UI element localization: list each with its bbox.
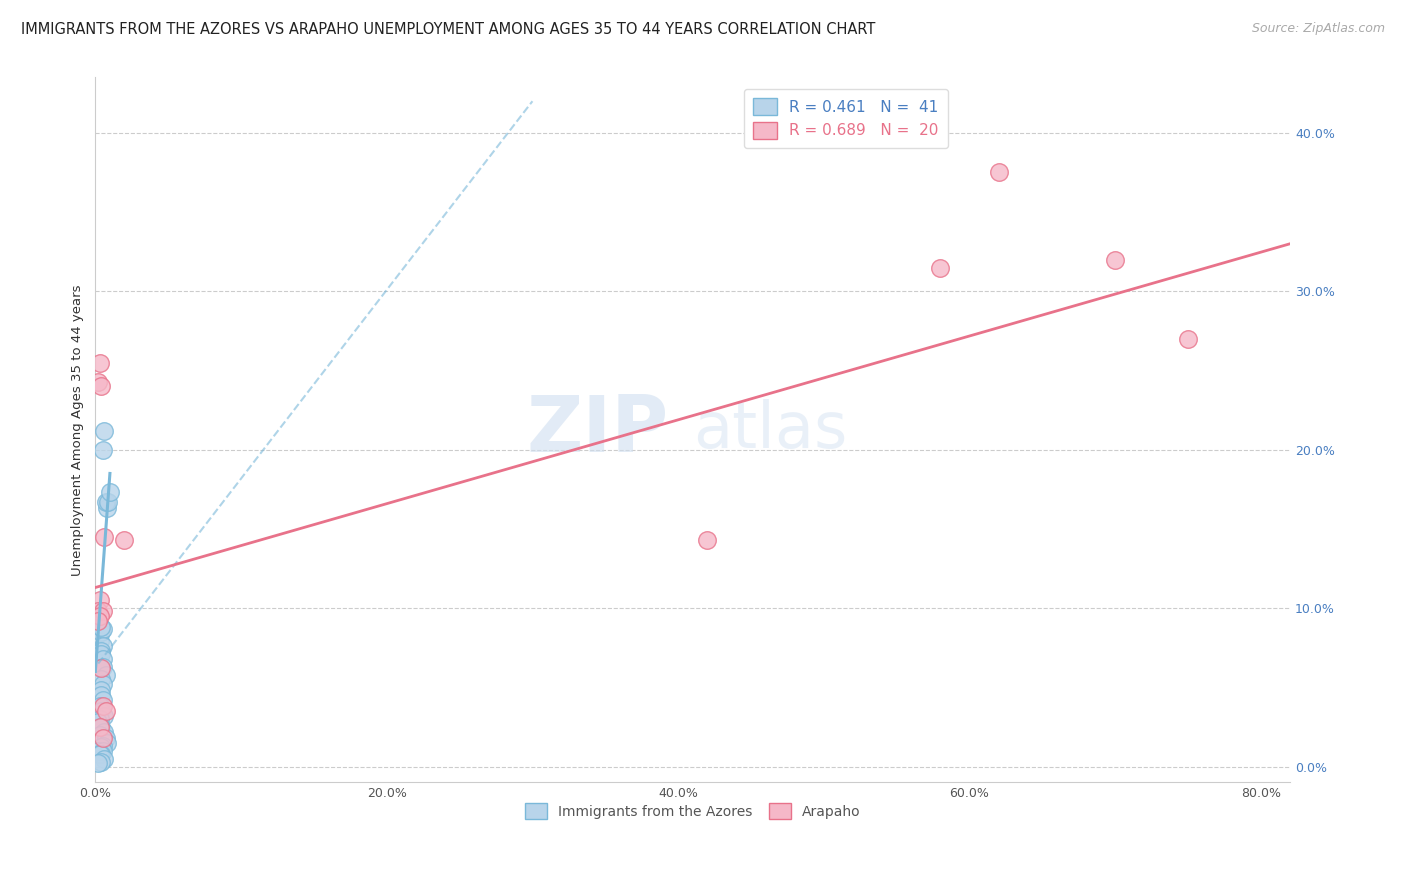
Point <box>87 614 110 628</box>
Point <box>93 530 115 544</box>
Point <box>91 744 114 758</box>
Point <box>96 501 118 516</box>
Point <box>87 715 110 730</box>
Point <box>94 667 117 681</box>
Point <box>89 699 111 714</box>
Point <box>89 355 111 369</box>
Point <box>91 731 114 745</box>
Point <box>1104 252 1126 267</box>
Point <box>114 533 136 547</box>
Point <box>89 720 111 734</box>
Point <box>929 260 952 275</box>
Point <box>98 485 121 500</box>
Point <box>90 683 112 698</box>
Point <box>90 688 112 702</box>
Point <box>696 533 718 547</box>
Point <box>90 740 112 755</box>
Point <box>91 677 114 691</box>
Point <box>91 604 114 618</box>
Point <box>94 704 117 718</box>
Point <box>90 704 112 718</box>
Point <box>90 755 112 769</box>
Point <box>97 495 120 509</box>
Point <box>94 495 117 509</box>
Point <box>93 751 115 765</box>
Point <box>91 693 114 707</box>
Point <box>87 756 110 771</box>
Point <box>90 620 112 634</box>
Point <box>87 744 110 758</box>
Point <box>93 708 115 723</box>
Point <box>91 442 114 457</box>
Point <box>87 375 110 389</box>
Point <box>93 424 115 438</box>
Point <box>91 622 114 636</box>
Point <box>89 728 111 742</box>
Text: ZIP: ZIP <box>526 392 669 468</box>
Point <box>90 661 112 675</box>
Y-axis label: Unemployment Among Ages 35 to 44 years: Unemployment Among Ages 35 to 44 years <box>72 285 84 575</box>
Point <box>94 731 117 745</box>
Point <box>96 736 118 750</box>
Text: atlas: atlas <box>693 399 846 461</box>
Point <box>91 699 114 714</box>
Point <box>987 165 1010 179</box>
Text: Source: ZipAtlas.com: Source: ZipAtlas.com <box>1251 22 1385 36</box>
Point <box>90 673 112 687</box>
Point <box>90 624 112 639</box>
Point <box>90 661 112 675</box>
Point <box>91 639 114 653</box>
Point <box>1177 332 1199 346</box>
Legend: Immigrants from the Azores, Arapaho: Immigrants from the Azores, Arapaho <box>519 797 866 825</box>
Point <box>93 724 115 739</box>
Point <box>89 747 111 761</box>
Point <box>91 652 114 666</box>
Text: IMMIGRANTS FROM THE AZORES VS ARAPAHO UNEMPLOYMENT AMONG AGES 35 TO 44 YEARS COR: IMMIGRANTS FROM THE AZORES VS ARAPAHO UN… <box>21 22 876 37</box>
Point <box>87 604 110 618</box>
Point <box>91 659 114 673</box>
Point <box>90 647 112 661</box>
Point <box>89 634 111 648</box>
Point <box>90 747 112 761</box>
Point <box>89 593 111 607</box>
Point <box>90 379 112 393</box>
Point <box>89 609 111 624</box>
Point <box>90 720 112 734</box>
Point <box>90 644 112 658</box>
Point <box>91 739 114 753</box>
Point <box>89 712 111 726</box>
